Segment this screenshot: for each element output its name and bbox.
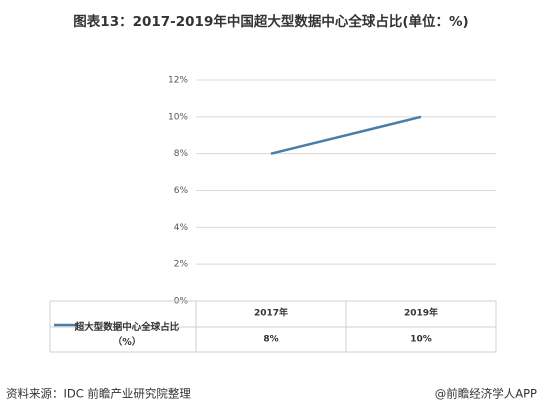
credit: @前瞻经济学人APP [435, 387, 537, 401]
y-tick-label: 4% [174, 223, 189, 233]
x-tick-label: 2017年 [254, 307, 288, 319]
legend-label: 超大型数据中心全球占比（%） [74, 322, 180, 348]
y-tick-label: 6% [174, 186, 189, 196]
y-tick-label: 12% [168, 76, 188, 86]
table-value: 8% [263, 335, 278, 345]
chart-title: 图表13：2017-2019年中国超大型数据中心全球占比(单位：%) [73, 13, 468, 30]
x-tick-label: 2019年 [404, 307, 438, 319]
line [270, 115, 422, 155]
y-tick-label: 2% [174, 260, 189, 270]
table-value: 10% [410, 335, 432, 345]
y-tick-label: 10% [168, 112, 188, 122]
y-tick-label: 8% [174, 149, 189, 159]
source: 资料来源：IDC 前瞻产业研究院整理 [6, 387, 191, 401]
